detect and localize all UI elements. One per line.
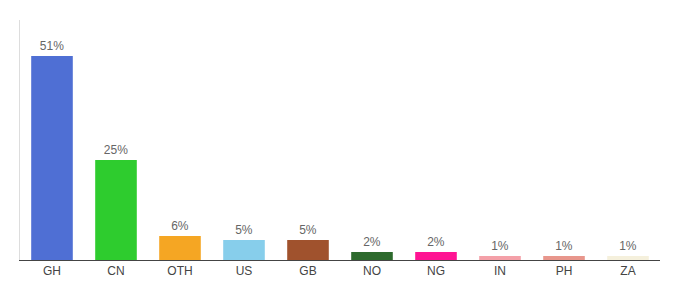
svg-text:6%: 6% [171, 219, 189, 233]
svg-text:5%: 5% [299, 223, 317, 237]
svg-text:25%: 25% [104, 143, 128, 157]
svg-text:ZA: ZA [620, 264, 635, 278]
svg-text:IN: IN [494, 264, 506, 278]
svg-text:OTH: OTH [167, 264, 192, 278]
svg-text:PH: PH [556, 264, 573, 278]
svg-text:2%: 2% [427, 235, 445, 249]
svg-text:GB: GB [299, 264, 316, 278]
svg-text:1%: 1% [555, 239, 573, 253]
svg-text:1%: 1% [491, 239, 509, 253]
svg-text:2%: 2% [363, 235, 381, 249]
svg-text:5%: 5% [235, 223, 253, 237]
svg-text:NO: NO [363, 264, 381, 278]
svg-text:1%: 1% [619, 239, 637, 253]
svg-text:GH: GH [43, 264, 61, 278]
svg-text:NG: NG [427, 264, 445, 278]
svg-text:US: US [236, 264, 253, 278]
svg-text:51%: 51% [40, 39, 64, 53]
svg-text:CN: CN [107, 264, 124, 278]
